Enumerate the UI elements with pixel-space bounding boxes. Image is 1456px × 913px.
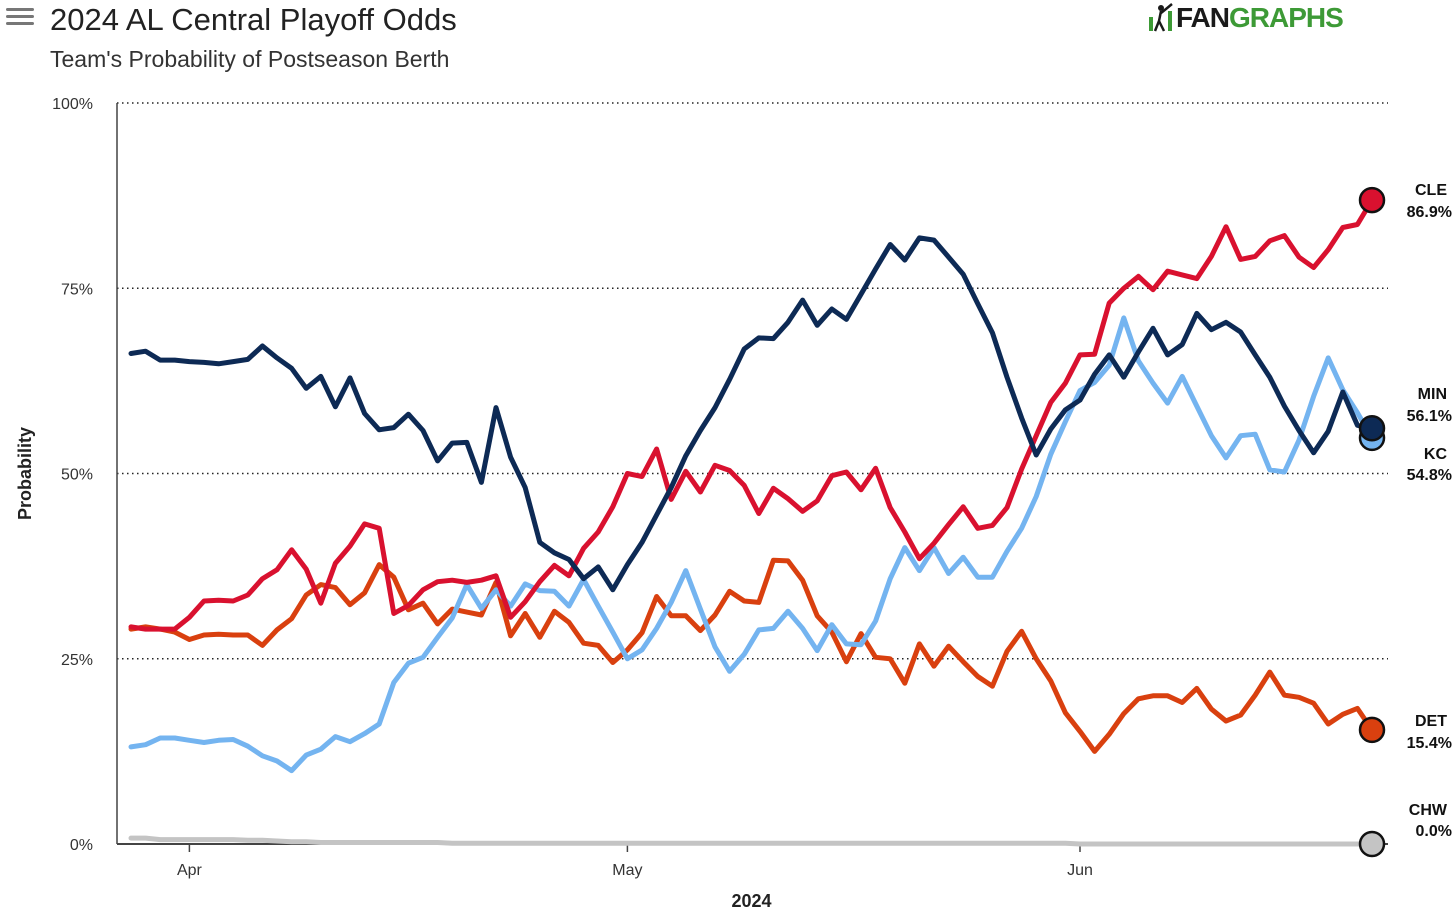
end-label-team: KC bbox=[1424, 446, 1448, 463]
y-tick-label: 50% bbox=[61, 467, 93, 484]
end-label-value: 86.9% bbox=[1407, 204, 1452, 221]
endpoint-marker-det[interactable] bbox=[1358, 716, 1386, 744]
end-label-team: CLE bbox=[1415, 182, 1447, 199]
x-tick-label: May bbox=[612, 862, 642, 879]
hamburger-menu-icon[interactable] bbox=[6, 8, 34, 30]
y-tick-label: 0% bbox=[70, 837, 93, 854]
endpoint-marker-cle[interactable] bbox=[1358, 186, 1386, 214]
end-label-team: DET bbox=[1415, 713, 1447, 730]
series-endpoints: CHW 0.0% DET 15.4% KC 54.8% CLE 86.9% MIN 56.1% bbox=[1358, 182, 1452, 858]
chart-title: 2024 AL Central Playoff Odds bbox=[50, 2, 457, 37]
fangraphs-logo[interactable]: FANGRAPHS bbox=[1146, 2, 1344, 34]
series-line-min[interactable] bbox=[128, 235, 1375, 593]
logo-text-graphs: GRAPHS bbox=[1229, 2, 1344, 33]
x-tick-label: Apr bbox=[177, 862, 203, 879]
end-label-value: 15.4% bbox=[1407, 735, 1452, 752]
y-axis-title: Probability bbox=[15, 427, 35, 520]
y-tick-label: 25% bbox=[61, 652, 93, 669]
end-label-team: MIN bbox=[1418, 386, 1447, 403]
end-label-value: 54.8% bbox=[1407, 467, 1452, 484]
series-lines bbox=[128, 197, 1375, 847]
endpoint-marker-min[interactable] bbox=[1358, 415, 1386, 442]
axes: 0% 25% 50% 75% 100% Apr May Jun bbox=[52, 96, 1388, 879]
series-line-chw[interactable] bbox=[128, 835, 1375, 847]
endpoint-marker-chw[interactable] bbox=[1358, 830, 1386, 858]
x-tick-label: Jun bbox=[1067, 862, 1093, 879]
series-line-cle[interactable] bbox=[128, 197, 1375, 632]
end-label-team: CHW bbox=[1409, 802, 1448, 819]
end-label-value: 56.1% bbox=[1407, 408, 1452, 425]
x-axis-title: 2024 bbox=[731, 891, 771, 911]
series-line-kc[interactable] bbox=[128, 315, 1375, 774]
y-tick-label: 75% bbox=[61, 281, 93, 298]
chart-subtitle: Team's Probability of Postseason Berth bbox=[50, 46, 450, 72]
series-line-det[interactable] bbox=[128, 557, 1375, 754]
logo-text-fan: FAN bbox=[1176, 2, 1230, 33]
batter-icon bbox=[1149, 3, 1173, 32]
end-label-value: 0.0% bbox=[1416, 823, 1452, 840]
gridlines bbox=[117, 102, 1388, 660]
y-tick-label: 100% bbox=[52, 96, 93, 113]
